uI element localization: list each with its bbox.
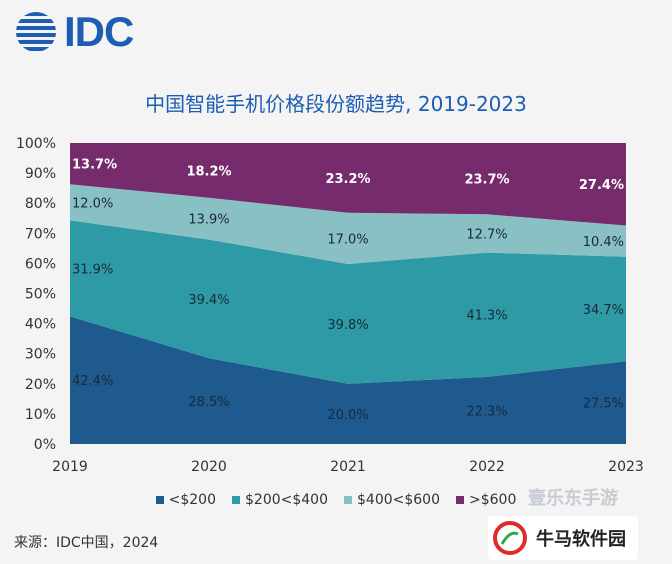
stacked-area-chart: 0% 10% 20% 30% 40% 50% 60% 70% 80% 90% 100% 2019 202… [16, 136, 644, 475]
data-label: 20.0% [327, 408, 368, 423]
data-label: 12.7% [466, 227, 507, 242]
legend-label: $200<$400 [245, 492, 328, 508]
idc-logo: IDC [14, 8, 134, 55]
idc-globe-icon [16, 12, 56, 51]
y-tick-label: 100% [16, 136, 56, 152]
legend-item-3: >$600 [456, 492, 516, 508]
legend-label: >$600 [469, 492, 517, 508]
data-label: 13.7% [72, 158, 117, 173]
area-series-2 [70, 184, 626, 264]
legend-label: $400<$600 [357, 492, 440, 508]
idc-logo-text: IDC [64, 8, 134, 55]
legend-item-1: $200<$400 [232, 492, 328, 508]
y-tick-label: 50% [25, 287, 56, 303]
area-series-1 [70, 220, 626, 384]
watermark-brand: 牛马软件园 [488, 516, 638, 560]
data-label: 23.2% [325, 172, 370, 187]
data-label: 34.7% [583, 303, 624, 318]
legend-item-0: <$200 [155, 492, 216, 508]
legend-label: <$200 [168, 492, 216, 508]
x-tick-label: 2022 [469, 459, 505, 475]
data-label: 39.8% [327, 318, 368, 333]
x-tick-label: 2020 [191, 459, 227, 475]
chart-title: 中国智能手机价格段份额趋势, 2019-2023 [145, 92, 527, 116]
y-tick-label: 90% [25, 166, 56, 182]
x-tick-label: 2021 [330, 459, 366, 475]
data-label: 12.0% [72, 196, 113, 211]
data-label: 17.0% [327, 232, 368, 247]
area-series-0 [70, 316, 626, 444]
y-tick-label: 30% [25, 347, 56, 363]
y-tick-label: 60% [25, 256, 56, 272]
data-label: 13.9% [188, 213, 229, 228]
legend-swatch [232, 496, 240, 504]
data-label: 18.2% [186, 164, 231, 179]
area-series-3 [70, 143, 626, 226]
data-label: 27.4% [579, 178, 624, 193]
brand-logo-icon [493, 521, 527, 555]
data-label: 39.4% [188, 293, 229, 308]
y-tick-label: 80% [25, 196, 56, 212]
legend-swatch [344, 496, 352, 504]
data-label: 27.5% [583, 397, 624, 412]
y-tick-label: 40% [25, 317, 56, 333]
x-tick-label: 2019 [52, 459, 88, 475]
data-label: 22.3% [466, 404, 507, 419]
watermark-text: 壹乐东手游 [528, 488, 618, 509]
data-label: 28.5% [188, 395, 229, 410]
y-tick-label: 70% [25, 226, 56, 242]
data-label: 10.4% [583, 235, 624, 250]
source-note: 来源：IDC中国，2024 [14, 535, 159, 551]
y-tick-label: 10% [25, 407, 56, 423]
chart-legend: <$200 $200<$400 $400<$600 >$600 [0, 492, 672, 508]
data-label: 41.3% [466, 309, 507, 324]
legend-swatch [155, 496, 164, 504]
legend-swatch [456, 496, 464, 504]
x-tick-label: 2023 [608, 459, 644, 475]
data-label: 23.7% [464, 173, 509, 188]
data-label: 31.9% [72, 262, 113, 277]
y-tick-label: 20% [25, 377, 56, 393]
y-tick-label: 0% [34, 437, 56, 453]
brand-text: 牛马软件园 [536, 529, 626, 550]
data-label: 42.4% [72, 374, 113, 389]
legend-item-2: $400<$600 [344, 492, 440, 508]
